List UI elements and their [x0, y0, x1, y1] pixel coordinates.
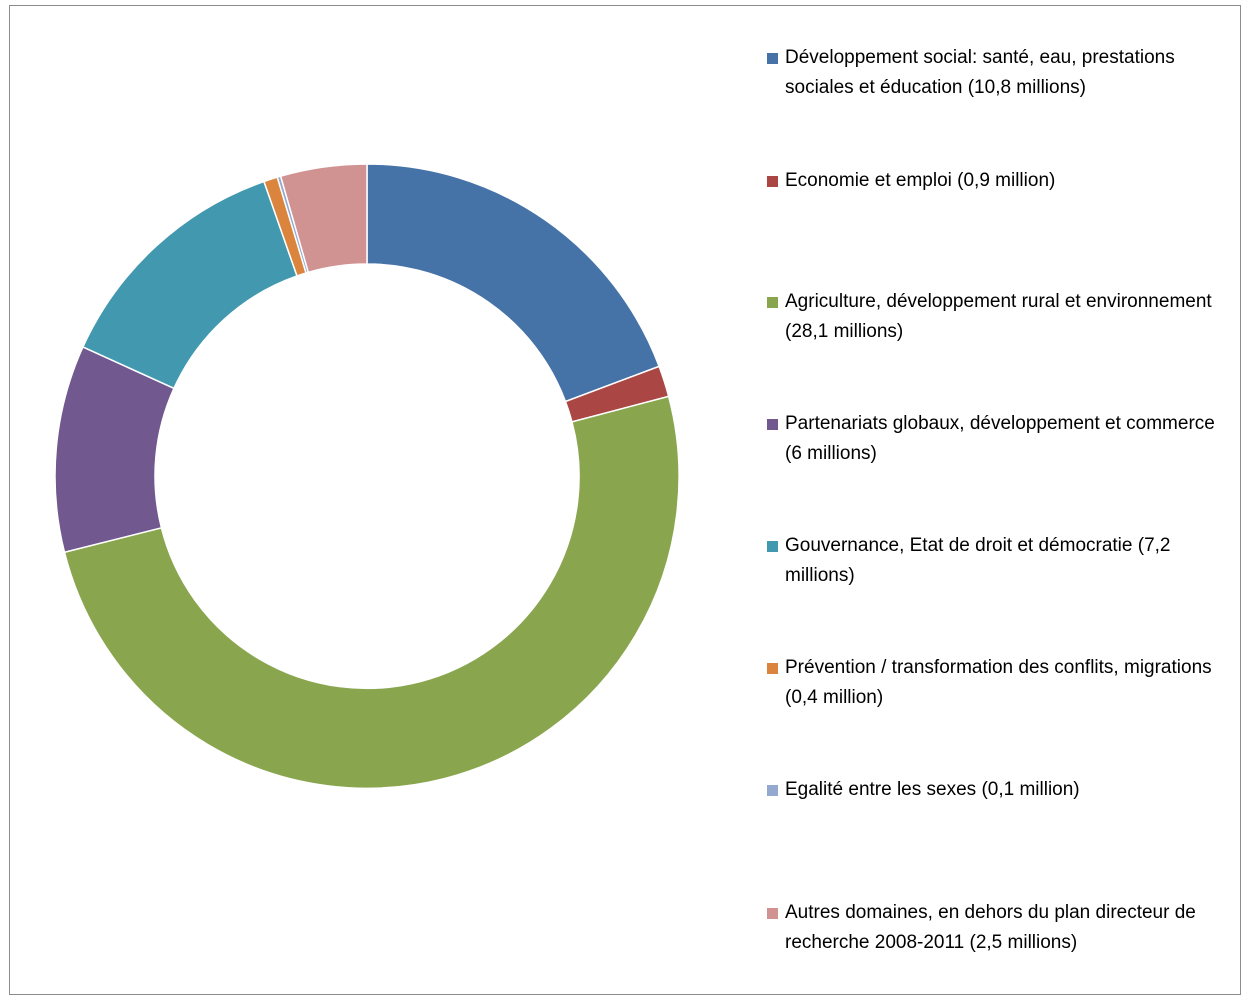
donut-chart [54, 163, 680, 790]
legend-label: Egalité entre les sexes (0,1 million) [785, 779, 1080, 800]
legend-swatch [767, 53, 778, 64]
legend-label: Partenariats globaux, développement et c… [785, 413, 1215, 464]
legend-swatch [767, 663, 778, 674]
legend-label: Prévention / transformation des conflits… [785, 657, 1212, 708]
legend-label: Développement social: santé, eau, presta… [785, 47, 1175, 98]
legend-label: Autres domaines, en dehors du plan direc… [785, 902, 1196, 953]
legend-swatch [767, 785, 778, 796]
donut-slice-4 [81, 180, 298, 390]
donut-slice-7 [279, 163, 368, 274]
donut-slice-2 [63, 395, 680, 790]
legend-swatch [767, 297, 778, 308]
donut-slice-0 [366, 163, 661, 403]
legend-label: Economie et emploi (0,9 million) [785, 170, 1056, 191]
chart-legend: Développement social: santé, eau, presta… [767, 0, 1237, 983]
legend-swatch [767, 419, 778, 430]
legend-swatch [767, 176, 778, 187]
legend-swatch [767, 541, 778, 552]
legend-label: Gouvernance, Etat de droit et démocratie… [785, 535, 1171, 586]
legend-swatch [767, 908, 778, 919]
legend-label: Agriculture, développement rural et envi… [785, 291, 1212, 342]
